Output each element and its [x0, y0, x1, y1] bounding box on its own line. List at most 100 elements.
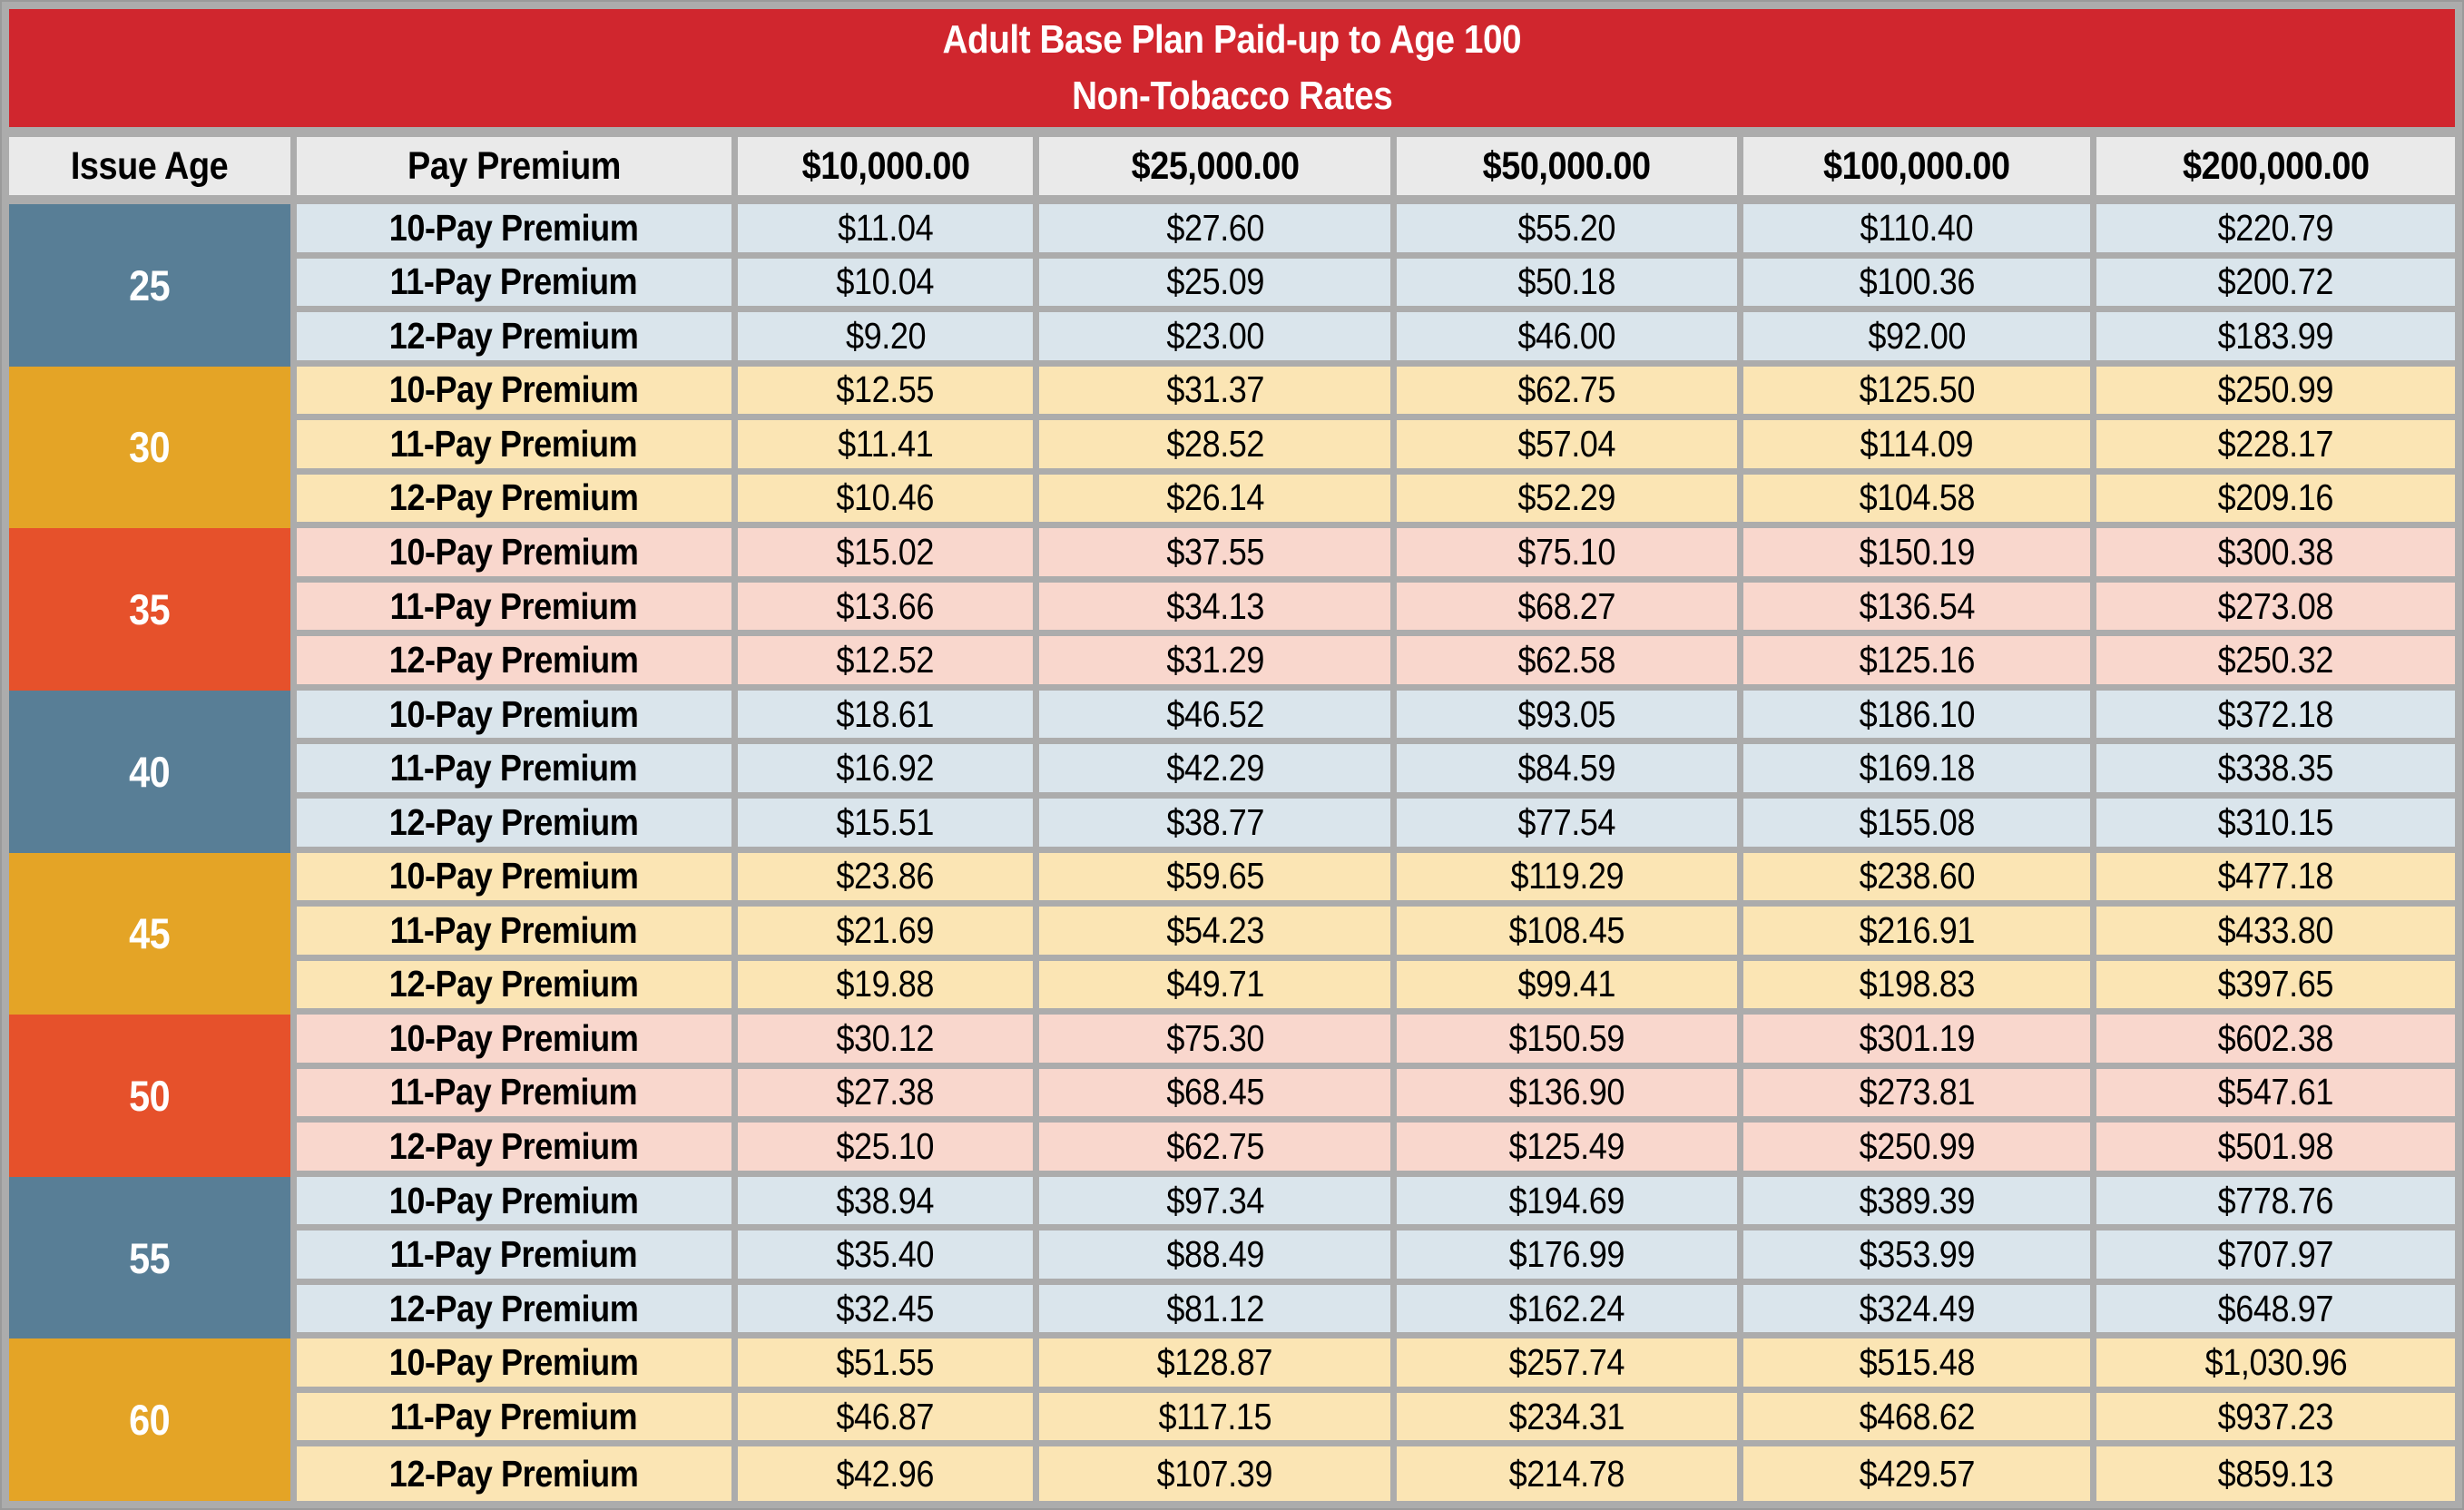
rate-cell-text: $10.04 — [836, 260, 935, 303]
rate-cell-text: $128.87 — [1157, 1341, 1273, 1384]
rate-cell: $13.66 — [738, 582, 1034, 631]
rate-cell: $220.79 — [2096, 204, 2455, 252]
rate-cell-text: $602.38 — [2217, 1016, 2334, 1059]
rate-cell: $238.60 — [1742, 852, 2090, 901]
rate-cell-text: $119.29 — [1510, 855, 1624, 897]
rate-cell: $150.59 — [1397, 1015, 1737, 1063]
rate-cell-text: $136.90 — [1508, 1071, 1625, 1113]
rate-cell-text: $155.08 — [1859, 800, 1975, 843]
rate-cell-text: $1,030.96 — [2204, 1341, 2347, 1384]
rate-cell: $186.10 — [1742, 690, 2090, 739]
rate-cell-text: $125.50 — [1859, 368, 1975, 411]
pay-label-cell-text: 10-Pay Premium — [388, 692, 639, 735]
age-cell-40: 40 — [9, 690, 290, 853]
rate-cell-text: $310.15 — [2217, 800, 2334, 843]
rate-cell-text: $59.65 — [1165, 855, 1264, 897]
rate-cell-text: $28.52 — [1165, 422, 1264, 465]
rate-cell-text: $136.54 — [1859, 584, 1975, 627]
rate-cell: $100.36 — [1742, 258, 2090, 307]
rate-cell-text: $108.45 — [1508, 908, 1625, 951]
rate-cell-text: $55.20 — [1517, 206, 1616, 249]
age-cell-35-text: 35 — [129, 585, 171, 634]
column-header-pay-premium-text: Pay Premium — [407, 143, 621, 188]
rate-cell: $273.81 — [1742, 1068, 2090, 1117]
rate-cell: $57.04 — [1397, 420, 1737, 468]
rate-cell: $119.29 — [1397, 852, 1737, 901]
rate-cell: $15.51 — [738, 798, 1034, 847]
title-banner: Adult Base Plan Paid-up to Age 100 Non-T… — [9, 9, 2455, 127]
pay-label-cell: 11-Pay Premium — [296, 907, 732, 955]
rate-cell: $125.50 — [1742, 366, 2090, 415]
pay-label-cell-text: 11-Pay Premium — [389, 422, 638, 465]
rate-cell: $209.16 — [2096, 474, 2455, 523]
rate-cell: $30.12 — [738, 1015, 1034, 1063]
rate-cell-text: $250.99 — [2217, 368, 2334, 411]
rate-cell: $214.78 — [1397, 1446, 1737, 1501]
rate-cell-text: $397.65 — [2217, 963, 2334, 1005]
rate-cell: $273.08 — [2096, 582, 2455, 631]
rate-cell: $324.49 — [1742, 1284, 2090, 1333]
rate-cell-text: $300.38 — [2217, 531, 2334, 574]
rate-cell-text: $234.31 — [1508, 1395, 1625, 1437]
rate-cell-text: $257.74 — [1508, 1341, 1625, 1384]
rate-cell-text: $9.20 — [845, 314, 927, 357]
age-cell-50: 50 — [9, 1015, 290, 1177]
rate-cell: $155.08 — [1742, 798, 2090, 847]
pay-label-cell-text: 12-Pay Premium — [388, 639, 639, 681]
rate-cell-text: $81.12 — [1165, 1287, 1264, 1329]
pay-label-cell: 11-Pay Premium — [296, 1231, 732, 1279]
rate-cell-text: $62.58 — [1517, 639, 1616, 681]
rate-cell: $108.45 — [1397, 907, 1737, 955]
rate-cell-text: $228.17 — [2217, 422, 2334, 465]
rate-cell: $468.62 — [1742, 1392, 2090, 1441]
age-cell-60-text: 60 — [129, 1396, 171, 1445]
rate-cell-text: $353.99 — [1859, 1233, 1975, 1276]
pay-label-cell: 11-Pay Premium — [296, 1392, 732, 1441]
rate-cell: $778.76 — [2096, 1176, 2455, 1225]
rate-cell: $338.35 — [2096, 744, 2455, 792]
pay-label-cell: 11-Pay Premium — [296, 1068, 732, 1117]
pay-label-cell-text: 10-Pay Premium — [388, 1016, 639, 1059]
rate-cell-text: $46.52 — [1165, 692, 1264, 735]
pay-label-cell-text: 10-Pay Premium — [388, 531, 639, 574]
rate-cell-text: $501.98 — [2217, 1124, 2334, 1167]
rate-cell-text: $13.66 — [836, 584, 935, 627]
rate-cell-text: $30.12 — [836, 1016, 935, 1059]
pay-label-cell: 11-Pay Premium — [296, 258, 732, 307]
rate-cell: $547.61 — [2096, 1068, 2455, 1117]
rate-cell-text: $25.10 — [836, 1124, 935, 1167]
rate-cell-text: $46.87 — [836, 1395, 935, 1437]
rate-cell: $353.99 — [1742, 1231, 2090, 1279]
rate-cell: $150.19 — [1742, 528, 2090, 576]
column-header-25000-text: $25,000.00 — [1131, 143, 1300, 188]
pay-label-cell-text: 12-Pay Premium — [388, 1287, 639, 1329]
rate-cell: $169.18 — [1742, 744, 2090, 792]
rate-cell-text: $12.55 — [836, 368, 935, 411]
rate-cell: $110.40 — [1742, 204, 2090, 252]
rate-cell: $300.38 — [2096, 528, 2455, 576]
rate-cell: $15.02 — [738, 528, 1034, 576]
rate-cell-text: $169.18 — [1859, 747, 1975, 789]
pay-label-cell-text: 10-Pay Premium — [388, 368, 639, 411]
rate-cell-text: $477.18 — [2217, 855, 2334, 897]
rate-cell: $75.10 — [1397, 528, 1737, 576]
rate-cell-text: $27.38 — [836, 1071, 935, 1113]
age-cell-55: 55 — [9, 1176, 290, 1339]
rate-cell: $477.18 — [2096, 852, 2455, 901]
table-title: Adult Base Plan Paid-up to Age 100 — [903, 12, 1561, 68]
rate-cell: $55.20 — [1397, 204, 1737, 252]
rate-cell-text: $31.37 — [1165, 368, 1264, 411]
rate-cell: $62.75 — [1397, 366, 1737, 415]
rate-cell-text: $88.49 — [1165, 1233, 1264, 1276]
rate-cell: $310.15 — [2096, 798, 2455, 847]
pay-label-cell-text: 12-Pay Premium — [388, 476, 639, 519]
rate-cell-text: $57.04 — [1517, 422, 1616, 465]
rate-cell: $31.37 — [1039, 366, 1391, 415]
rate-cell: $372.18 — [2096, 690, 2455, 739]
age-cell-30: 30 — [9, 366, 290, 529]
column-header-100000-text: $100,000.00 — [1823, 143, 2010, 188]
rate-cell: $52.29 — [1397, 474, 1737, 523]
rate-cell: $397.65 — [2096, 960, 2455, 1009]
age-cell-45: 45 — [9, 852, 290, 1015]
rate-cell: $136.54 — [1742, 582, 2090, 631]
